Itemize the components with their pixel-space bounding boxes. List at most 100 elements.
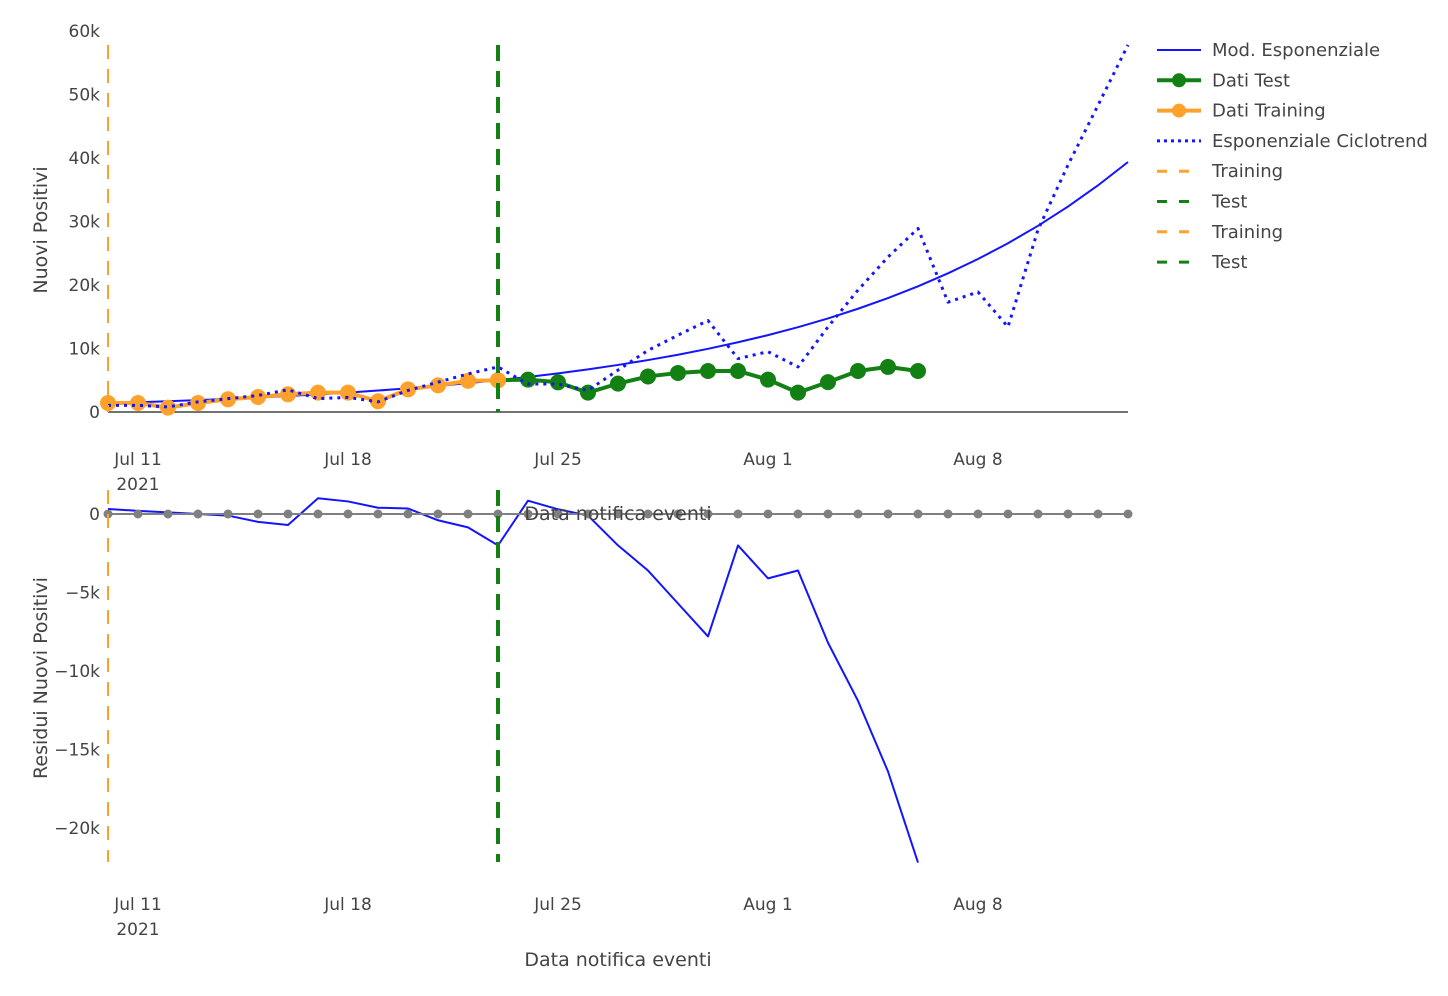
x-tick-label: Jul 18 bbox=[323, 450, 372, 470]
data-point bbox=[340, 384, 356, 401]
y-tick-label: 40k bbox=[69, 149, 101, 169]
legend-item-label: Dati Test bbox=[1212, 70, 1290, 91]
data-point bbox=[1003, 509, 1013, 519]
y-tick-label: 50k bbox=[69, 86, 101, 106]
data-point bbox=[460, 372, 476, 389]
data-point bbox=[430, 377, 446, 394]
data-point bbox=[100, 394, 116, 411]
data-point bbox=[403, 509, 413, 519]
data-point bbox=[553, 509, 563, 519]
bottom-x-axis-title: Data notifica eventi bbox=[524, 949, 711, 971]
top-x-axis-title: Data notifica eventi bbox=[524, 503, 711, 525]
data-point bbox=[130, 394, 146, 411]
x-tick-label: Aug 8 bbox=[953, 895, 1002, 915]
legend-item-label: Training bbox=[1211, 222, 1283, 243]
data-point bbox=[223, 509, 233, 519]
x-tick-year-label: 2021 bbox=[116, 920, 159, 940]
top-y-axis-title: Nuovi Positivi bbox=[30, 166, 52, 293]
data-point bbox=[700, 362, 716, 379]
data-point bbox=[913, 509, 923, 519]
series-line-esponenziale-ciclotrend bbox=[108, 44, 1130, 409]
x-tick-label: Jul 18 bbox=[323, 895, 372, 915]
data-point bbox=[880, 358, 896, 375]
data-point bbox=[373, 509, 383, 519]
data-point bbox=[670, 364, 686, 381]
data-point bbox=[523, 509, 533, 519]
data-point bbox=[910, 362, 926, 379]
data-point bbox=[253, 509, 263, 519]
x-tick-year-label: 2021 bbox=[116, 475, 159, 495]
y-tick-label: −10k bbox=[54, 662, 100, 682]
legend-item-label: Mod. Esponenziale bbox=[1212, 40, 1380, 61]
series-line-mod-esponenziale bbox=[107, 161, 1129, 405]
data-point bbox=[613, 509, 623, 519]
data-point bbox=[520, 371, 536, 388]
legend-item-label: Training bbox=[1211, 161, 1283, 182]
data-point bbox=[760, 371, 776, 388]
data-point bbox=[610, 375, 626, 392]
residual-plot: 0 −5k −10k −15k −20k Jul 11 2021 Jul 18 Jul 25 Au… bbox=[54, 490, 1133, 940]
series-line-residuals bbox=[107, 497, 919, 863]
data-point bbox=[673, 509, 683, 519]
legend-item-label: Esponenziale Ciclotrend bbox=[1212, 131, 1428, 152]
data-point bbox=[250, 389, 266, 406]
data-point bbox=[1063, 509, 1073, 519]
data-point bbox=[883, 509, 893, 519]
data-point bbox=[343, 509, 353, 519]
y-tick-label: 30k bbox=[69, 213, 101, 233]
x-tick-label: Jul 11 bbox=[113, 450, 162, 470]
x-tick-label: Aug 8 bbox=[953, 450, 1002, 470]
data-point bbox=[823, 509, 833, 519]
data-point bbox=[550, 374, 566, 391]
data-point bbox=[763, 509, 773, 519]
data-point bbox=[703, 509, 713, 519]
data-point bbox=[1123, 509, 1133, 519]
data-point bbox=[643, 509, 653, 519]
data-point bbox=[853, 509, 863, 519]
legend: Mod. Esponenziale Dati Test Dati Training E… bbox=[1157, 40, 1428, 273]
x-tick-label: Aug 1 bbox=[743, 450, 792, 470]
data-point bbox=[973, 509, 983, 519]
legend-marker bbox=[1172, 73, 1186, 88]
y-tick-label: 0 bbox=[89, 403, 100, 423]
data-point bbox=[280, 386, 296, 403]
data-point bbox=[820, 374, 836, 391]
data-point bbox=[793, 509, 803, 519]
legend-item-label: Test bbox=[1211, 192, 1247, 213]
data-point bbox=[640, 368, 656, 385]
y-tick-label: −5k bbox=[65, 584, 100, 604]
data-point bbox=[163, 509, 173, 519]
y-tick-label: 60k bbox=[69, 22, 101, 42]
y-tick-label: 20k bbox=[69, 276, 101, 296]
data-point bbox=[283, 509, 293, 519]
data-point bbox=[193, 509, 203, 519]
data-point bbox=[850, 362, 866, 379]
y-tick-label: 10k bbox=[69, 340, 101, 360]
x-tick-label: Aug 1 bbox=[743, 895, 792, 915]
y-tick-label: −20k bbox=[54, 819, 100, 839]
x-tick-label: Jul 11 bbox=[113, 895, 162, 915]
legend-item-label: Dati Training bbox=[1212, 101, 1326, 122]
data-point bbox=[1093, 509, 1103, 519]
data-point bbox=[583, 509, 593, 519]
data-point bbox=[313, 509, 323, 519]
data-point bbox=[730, 362, 746, 379]
data-point bbox=[160, 399, 176, 416]
data-point bbox=[580, 384, 596, 401]
data-point bbox=[433, 509, 443, 519]
top-plot: 0 10k 20k 30k 40k 50k 60k Jul 11 2021 Jul 18 Jul 2… bbox=[69, 22, 1130, 495]
data-point bbox=[733, 509, 743, 519]
data-point bbox=[1033, 509, 1043, 519]
x-tick-label: Jul 25 bbox=[533, 450, 582, 470]
data-point bbox=[790, 384, 806, 401]
y-tick-label: 0 bbox=[89, 505, 100, 525]
y-tick-label: −15k bbox=[54, 741, 100, 761]
data-point bbox=[490, 372, 506, 389]
data-point bbox=[493, 509, 503, 519]
data-point bbox=[943, 509, 953, 519]
legend-item-label: Test bbox=[1211, 252, 1247, 273]
bottom-y-axis-title: Residui Nuovi Positivi bbox=[30, 577, 52, 779]
legend-marker bbox=[1172, 103, 1186, 118]
data-point bbox=[463, 509, 473, 519]
